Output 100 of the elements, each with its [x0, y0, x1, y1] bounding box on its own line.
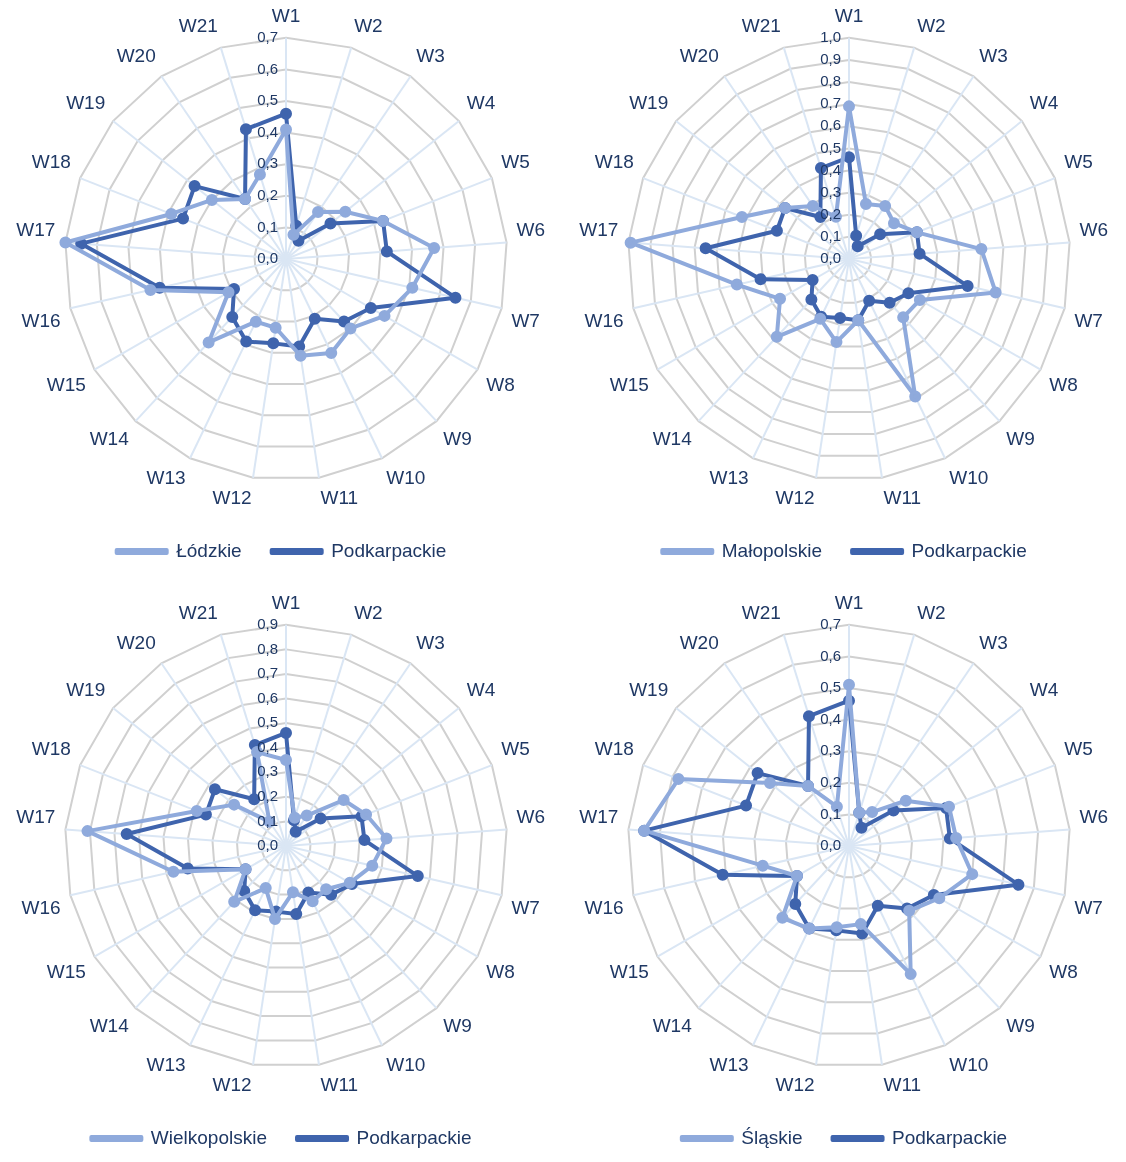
spoke-label: W6: [1079, 218, 1109, 240]
spoke-label: W21: [741, 601, 781, 623]
spoke-label: W17: [16, 218, 56, 240]
spoke-label: W16: [21, 310, 61, 332]
spoke-label: W16: [584, 897, 624, 919]
spoke-label: W20: [679, 44, 719, 66]
y-tick-label: 0,3: [257, 154, 278, 172]
spoke-label: W2: [354, 601, 383, 623]
spoke-label: W4: [466, 678, 496, 700]
spoke-label: W9: [1006, 428, 1035, 450]
y-tick-label: 0,6: [820, 116, 841, 134]
spoke-label: W2: [917, 14, 946, 36]
spoke-label: W11: [883, 1074, 922, 1096]
spoke-label: W14: [652, 1015, 693, 1037]
spoke-label: W19: [629, 91, 669, 113]
spoke-label: W1: [834, 591, 864, 613]
spoke-label: W10: [386, 1053, 426, 1075]
spoke-label: W19: [66, 91, 106, 113]
spoke-label: W10: [949, 1053, 989, 1075]
spoke-label: W8: [1049, 374, 1078, 396]
spoke-label: W19: [629, 678, 669, 700]
legend-label: Podkarpackie: [356, 1126, 472, 1148]
spoke-label: W6: [516, 805, 546, 827]
spoke-label: W5: [501, 738, 530, 760]
spoke-label: W12: [212, 1074, 252, 1096]
spoke-label: W9: [443, 1015, 472, 1037]
y-tick-label: 0,7: [820, 94, 841, 112]
spoke-label: W6: [516, 218, 546, 240]
y-tick-label: 0,7: [257, 664, 278, 682]
y-tick-label: 0,4: [820, 709, 841, 727]
spoke-label: W17: [579, 218, 619, 240]
spoke-label: W14: [89, 428, 130, 450]
spoke-label: W20: [679, 631, 719, 653]
spoke-label: W3: [416, 44, 445, 66]
y-tick-label: 0,9: [257, 614, 278, 632]
spoke-label: W5: [501, 151, 530, 173]
spoke-label: W8: [1049, 961, 1078, 983]
spoke-label: W16: [584, 310, 624, 332]
y-tick-label: 0,3: [257, 762, 278, 780]
legend-label: Łódzkie: [176, 539, 242, 561]
y-tick-label: 0,4: [257, 122, 278, 140]
y-tick-label: 0,8: [257, 639, 278, 657]
y-tick-label: 0,5: [820, 678, 841, 696]
legend-label: Podkarpackie: [331, 539, 447, 561]
spoke-label: W5: [1064, 151, 1093, 173]
y-tick-label: 0,5: [257, 91, 278, 109]
y-tick-label: 0,8: [820, 72, 841, 90]
legend-label: Małopolskie: [721, 539, 823, 561]
spoke-label: W2: [354, 14, 383, 36]
y-tick-label: 0,5: [820, 138, 841, 156]
legend-label: Podkarpackie: [892, 1126, 1008, 1148]
spoke-label: W19: [66, 678, 106, 700]
spoke-label: W13: [146, 466, 186, 488]
y-tick-label: 0,6: [257, 59, 278, 77]
spoke-label: W12: [775, 487, 815, 509]
spoke-label: W20: [116, 631, 156, 653]
spoke-label: W13: [709, 1053, 749, 1075]
spoke-label: W17: [579, 805, 619, 827]
y-tick-label: 0,0: [257, 836, 278, 854]
y-tick-label: 0,0: [820, 836, 841, 854]
spoke-label: W18: [594, 151, 634, 173]
y-tick-label: 0,2: [820, 772, 841, 790]
spoke-label: W8: [486, 961, 515, 983]
y-tick-label: 0,0: [257, 249, 278, 267]
legend-label: Śląskie: [741, 1126, 803, 1148]
spoke-label: W18: [31, 738, 71, 760]
spoke-label: W15: [46, 374, 86, 396]
spoke-label: W3: [979, 631, 1008, 653]
spoke-label: W11: [320, 1074, 359, 1096]
y-tick-label: 0,1: [820, 804, 841, 822]
spoke-label: W4: [466, 91, 496, 113]
spoke-label: W5: [1064, 738, 1093, 760]
y-tick-label: 0,6: [257, 688, 278, 706]
spoke-label: W4: [1029, 678, 1059, 700]
spoke-label: W18: [31, 151, 71, 173]
spoke-label: W20: [116, 44, 156, 66]
legend-label: Podkarpackie: [911, 539, 1027, 561]
spoke-label: W1: [834, 4, 864, 26]
y-tick-label: 0,1: [820, 227, 841, 245]
spoke-label: W15: [46, 961, 86, 983]
y-tick-label: 0,2: [257, 786, 278, 804]
spoke-label: W3: [416, 631, 445, 653]
y-tick-label: 0,7: [257, 27, 278, 45]
spoke-label: W15: [609, 374, 649, 396]
spoke-label: W15: [609, 961, 649, 983]
spoke-label: W1: [271, 4, 301, 26]
legend-label: Wielkopolskie: [150, 1126, 268, 1148]
spoke-label: W10: [386, 466, 426, 488]
spoke-label: W7: [511, 310, 540, 332]
y-tick-label: 0,1: [257, 217, 278, 235]
y-tick-label: 0,7: [820, 614, 841, 632]
spoke-label: W6: [1079, 805, 1109, 827]
y-tick-label: 0,6: [820, 646, 841, 664]
y-tick-label: 0,0: [820, 249, 841, 267]
spoke-label: W11: [320, 487, 359, 509]
spoke-label: W7: [1074, 310, 1103, 332]
spoke-label: W9: [1006, 1015, 1035, 1037]
spoke-label: W4: [1029, 91, 1059, 113]
spoke-label: W1: [271, 591, 301, 613]
spoke-label: W13: [709, 466, 749, 488]
